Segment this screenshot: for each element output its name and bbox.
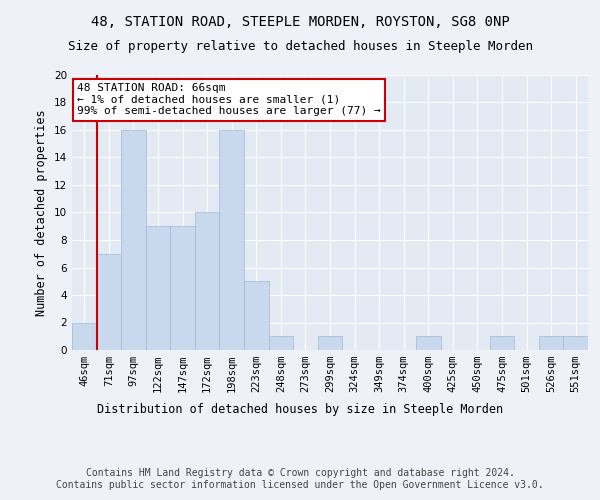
Text: 48, STATION ROAD, STEEPLE MORDEN, ROYSTON, SG8 0NP: 48, STATION ROAD, STEEPLE MORDEN, ROYSTO… — [91, 15, 509, 29]
Text: Distribution of detached houses by size in Steeple Morden: Distribution of detached houses by size … — [97, 402, 503, 415]
Bar — [244, 281, 269, 350]
Bar — [416, 336, 440, 350]
Bar — [490, 336, 514, 350]
Bar — [72, 322, 97, 350]
Bar — [195, 212, 220, 350]
Bar — [269, 336, 293, 350]
Text: 48 STATION ROAD: 66sqm
← 1% of detached houses are smaller (1)
99% of semi-detac: 48 STATION ROAD: 66sqm ← 1% of detached … — [77, 83, 381, 116]
Text: Size of property relative to detached houses in Steeple Morden: Size of property relative to detached ho… — [67, 40, 533, 53]
Bar — [146, 226, 170, 350]
Text: Contains HM Land Registry data © Crown copyright and database right 2024.
Contai: Contains HM Land Registry data © Crown c… — [56, 468, 544, 490]
Bar — [97, 254, 121, 350]
Bar — [318, 336, 342, 350]
Bar — [220, 130, 244, 350]
Bar — [121, 130, 146, 350]
Bar — [170, 226, 195, 350]
Bar — [539, 336, 563, 350]
Bar — [563, 336, 588, 350]
Y-axis label: Number of detached properties: Number of detached properties — [35, 109, 49, 316]
